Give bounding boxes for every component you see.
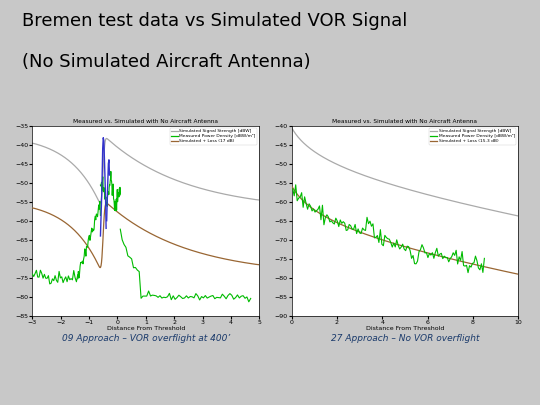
- Title: Measured vs. Simulated with No Aircraft Antenna: Measured vs. Simulated with No Aircraft …: [73, 119, 218, 124]
- Text: 09 Approach – VOR overflight at 400’: 09 Approach – VOR overflight at 400’: [62, 334, 230, 343]
- Text: (No Simulated Aircraft Antenna): (No Simulated Aircraft Antenna): [22, 53, 310, 70]
- X-axis label: Distance From Threshold: Distance From Threshold: [106, 326, 185, 331]
- Legend: Simulated Signal Strength [dBW], Measured Power Density [dBW/m²], Simulated + Lo: Simulated Signal Strength [dBW], Measure…: [429, 128, 516, 145]
- Legend: Simulated Signal Strength [dBW], Measured Power Density [dBW/m²], Simulated + Lo: Simulated Signal Strength [dBW], Measure…: [170, 128, 257, 145]
- X-axis label: Distance From Threshold: Distance From Threshold: [366, 326, 444, 331]
- Title: Measured vs. Simulated with No Aircraft Antenna: Measured vs. Simulated with No Aircraft …: [333, 119, 477, 124]
- Text: 27 Approach – No VOR overflight: 27 Approach – No VOR overflight: [330, 334, 480, 343]
- Text: Bremen test data vs Simulated VOR Signal: Bremen test data vs Simulated VOR Signal: [22, 12, 407, 30]
